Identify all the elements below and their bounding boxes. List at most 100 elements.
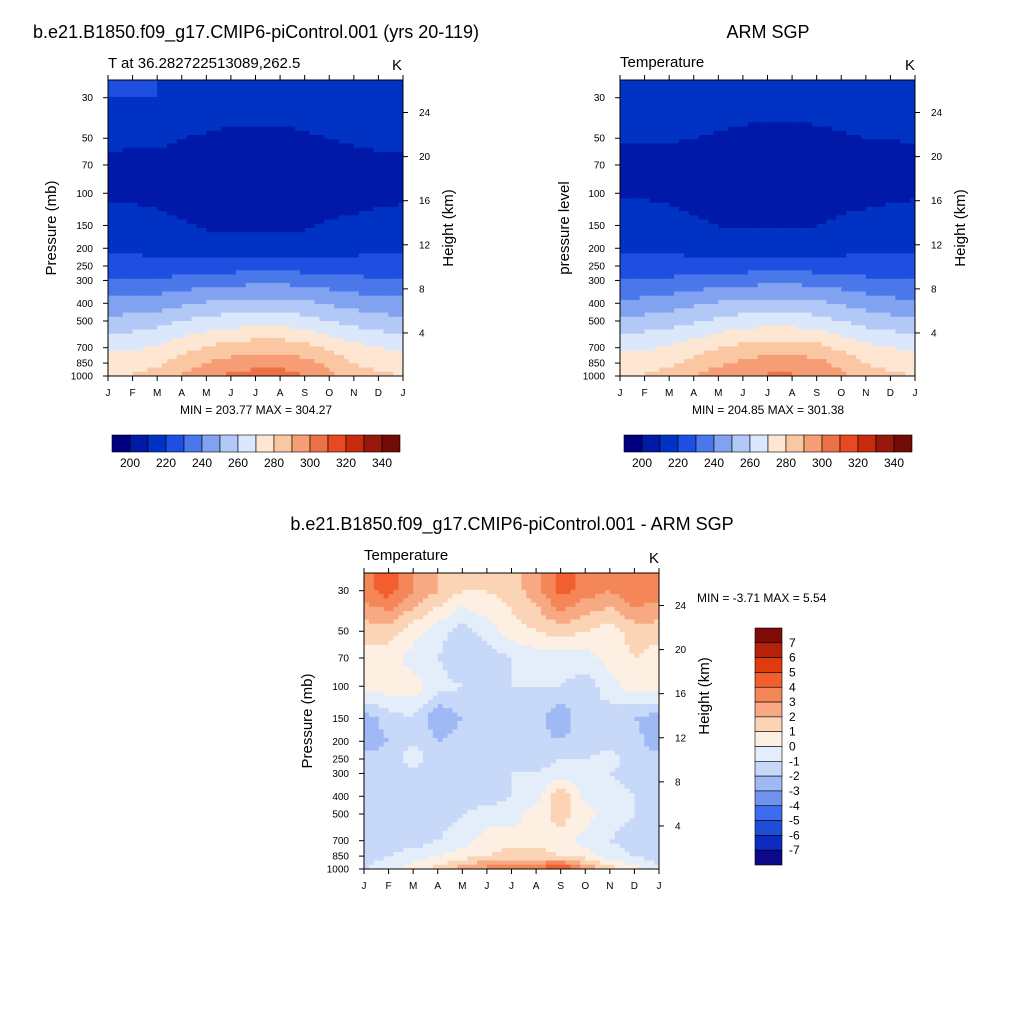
obs-cell bbox=[787, 92, 793, 98]
model-cell bbox=[240, 168, 247, 174]
model-cell bbox=[344, 228, 350, 233]
model-cell bbox=[383, 291, 389, 297]
model-cell bbox=[314, 240, 321, 246]
model-cell bbox=[186, 118, 193, 123]
model-cell bbox=[324, 295, 330, 301]
model-cell bbox=[294, 101, 301, 106]
model-cell bbox=[162, 282, 168, 288]
obs-cell bbox=[679, 101, 685, 106]
model-cell bbox=[186, 325, 193, 331]
obs-cell bbox=[851, 92, 857, 98]
model-cell bbox=[132, 223, 139, 229]
model-cell bbox=[216, 223, 222, 229]
obs-cell bbox=[624, 92, 631, 98]
model-cell bbox=[230, 350, 237, 356]
model-cell bbox=[378, 185, 384, 191]
model-cell bbox=[108, 189, 114, 195]
model-cell bbox=[363, 143, 370, 149]
model-cell bbox=[137, 109, 144, 115]
model-cell bbox=[216, 299, 222, 305]
model-cell bbox=[250, 143, 257, 149]
model-cell bbox=[378, 84, 384, 90]
model-cell bbox=[142, 164, 148, 170]
model-cell bbox=[304, 113, 311, 119]
model-cell bbox=[171, 139, 178, 145]
model-cell bbox=[171, 287, 178, 293]
model-cell bbox=[294, 96, 301, 102]
model-cell bbox=[186, 249, 193, 254]
model-cell bbox=[285, 185, 291, 191]
model-cell bbox=[383, 185, 389, 191]
model-cell bbox=[240, 219, 247, 225]
model-cell bbox=[216, 291, 222, 297]
model-cell bbox=[275, 206, 281, 212]
model-cell bbox=[383, 371, 389, 376]
model-cell bbox=[329, 291, 335, 297]
model-cell bbox=[186, 223, 193, 229]
obs-cell bbox=[821, 88, 828, 94]
model-cell bbox=[275, 215, 281, 221]
model-cell bbox=[211, 113, 217, 119]
model-cell bbox=[196, 228, 203, 233]
model-cell bbox=[196, 329, 203, 335]
model-cell bbox=[137, 333, 144, 339]
model-cell bbox=[378, 156, 384, 161]
model-cell bbox=[270, 266, 276, 271]
model-cell bbox=[245, 359, 252, 364]
model-cell bbox=[245, 304, 252, 309]
obs-cell bbox=[747, 84, 754, 90]
model-cell bbox=[353, 143, 360, 149]
model-cell bbox=[206, 105, 212, 111]
model-cell bbox=[235, 189, 242, 195]
model-cell bbox=[255, 130, 262, 136]
model-cell bbox=[304, 363, 311, 369]
model-cell bbox=[171, 316, 178, 322]
model-cell bbox=[334, 232, 340, 238]
model-cell bbox=[270, 359, 276, 364]
obs-cell bbox=[905, 96, 911, 102]
model-cell bbox=[176, 274, 183, 280]
model-cell bbox=[240, 337, 247, 343]
obs-cell bbox=[890, 109, 896, 115]
model-cell bbox=[324, 244, 330, 250]
obs-cell bbox=[703, 92, 710, 98]
model-cell bbox=[334, 329, 340, 335]
model-cell bbox=[132, 346, 139, 352]
model-cell bbox=[285, 312, 291, 318]
model-cell bbox=[270, 198, 276, 204]
model-cell bbox=[393, 177, 399, 183]
obs-cell bbox=[831, 105, 837, 111]
model-cell bbox=[221, 299, 227, 305]
model-cell bbox=[186, 105, 193, 111]
obs-cell bbox=[767, 109, 774, 115]
model-cell bbox=[230, 198, 237, 204]
model-cell bbox=[265, 274, 271, 280]
model-cell bbox=[324, 206, 330, 212]
model-cell bbox=[299, 350, 306, 356]
model-cell bbox=[398, 215, 403, 221]
model-cell bbox=[245, 126, 252, 132]
model-cell bbox=[196, 278, 203, 284]
model-cell bbox=[191, 261, 198, 267]
model-cell bbox=[334, 274, 340, 280]
obs-cell bbox=[856, 84, 862, 90]
model-cell bbox=[275, 312, 281, 318]
model-cell bbox=[353, 211, 360, 216]
model-cell bbox=[132, 350, 139, 356]
model-cell bbox=[383, 270, 389, 276]
model-cell bbox=[250, 84, 257, 90]
model-cell bbox=[368, 151, 375, 157]
model-cell bbox=[348, 211, 355, 216]
obs-cell bbox=[757, 122, 764, 128]
model-cell bbox=[147, 295, 153, 301]
model-cell bbox=[344, 232, 350, 238]
model-cell bbox=[280, 134, 286, 140]
obs-cell bbox=[683, 109, 690, 115]
model-cell bbox=[255, 181, 262, 187]
model-cell bbox=[250, 177, 257, 183]
model-cell bbox=[206, 333, 212, 339]
model-cell bbox=[289, 316, 296, 322]
model-cell bbox=[294, 244, 301, 250]
model-cell bbox=[108, 325, 114, 331]
model-cell bbox=[329, 84, 335, 90]
